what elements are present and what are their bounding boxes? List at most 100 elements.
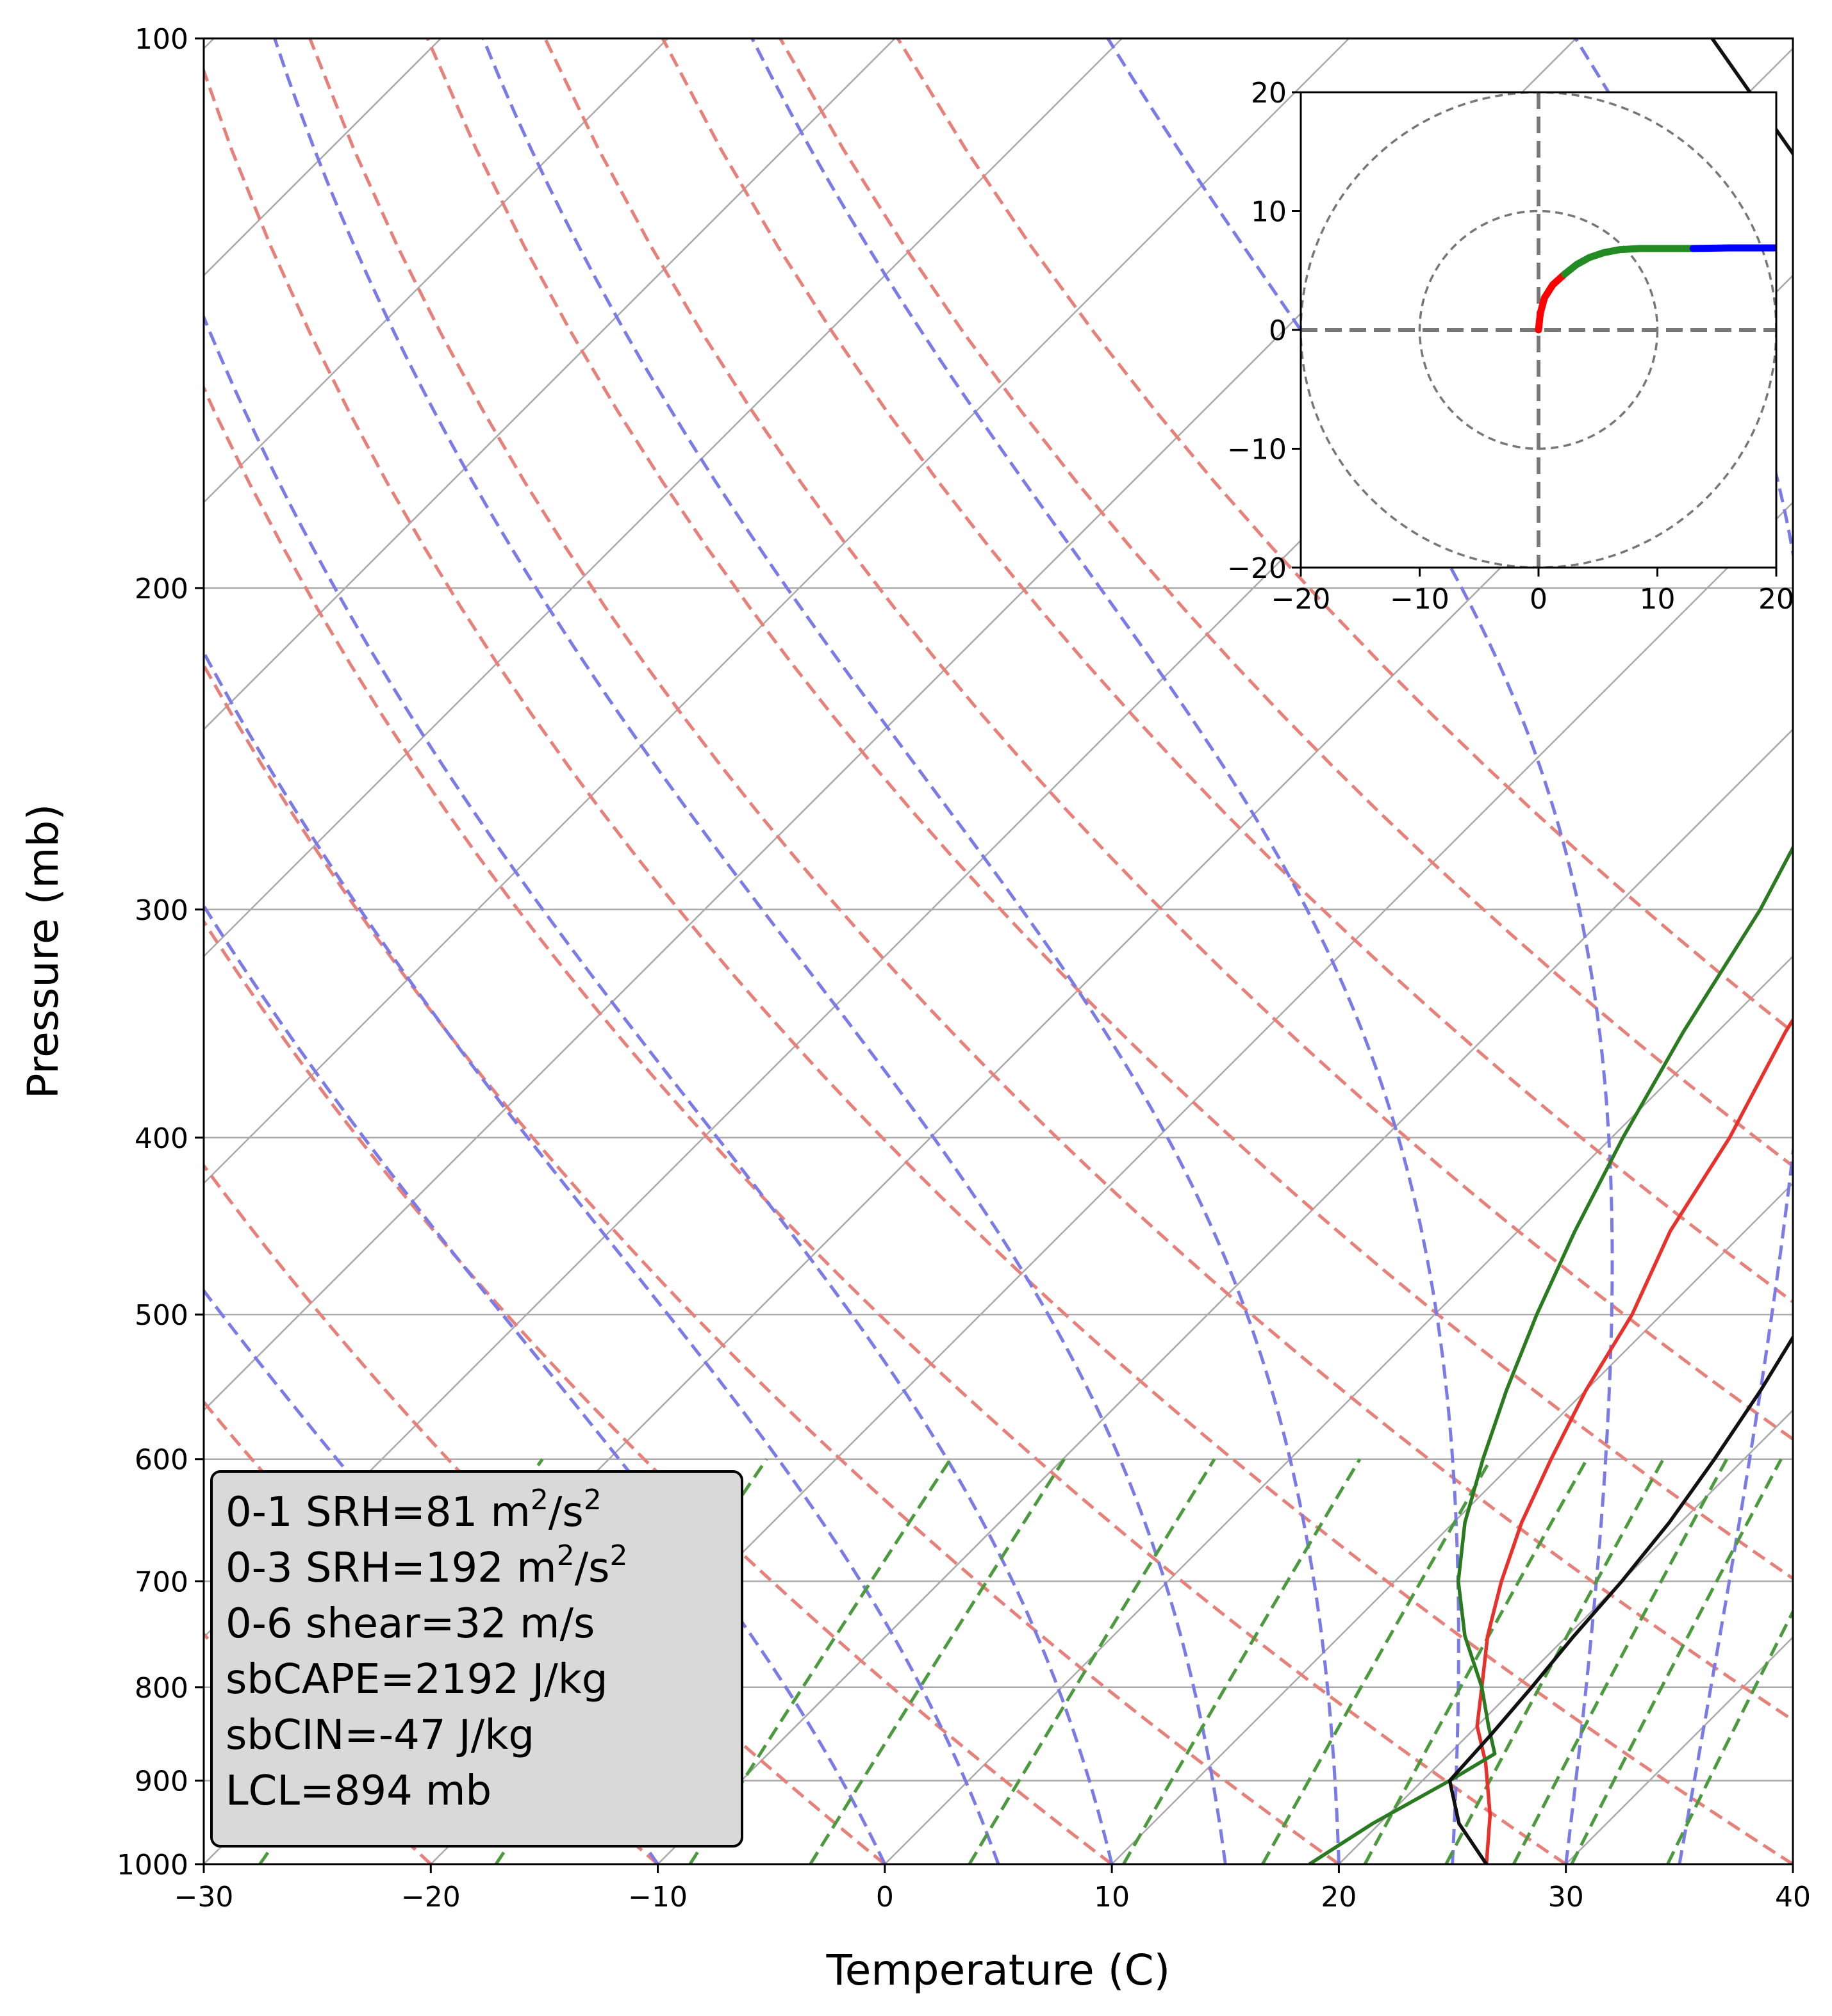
moist-adiabat-lines — [204, 38, 1793, 1864]
x-tick-label: 0 — [876, 1881, 894, 1914]
hodo-x-tick-label: 20 — [1758, 583, 1794, 616]
stats-superscript: 2 — [609, 1539, 627, 1572]
moist-adiabat-line — [481, 38, 1341, 1864]
y-axis-label: Pressure (mb) — [19, 804, 68, 1099]
temperature-profile-line — [1475, 1017, 1793, 1864]
moist-adiabat-line — [750, 38, 1460, 1864]
stats-line-text: 0-1 SRH=81 m — [226, 1489, 531, 1536]
stats-line-text: sbCAPE=2192 J/kg — [226, 1656, 607, 1703]
y-tick-label: 600 — [135, 1444, 188, 1477]
stats-line-unit: /s — [549, 1489, 584, 1536]
hodograph-segment — [1535, 270, 1569, 334]
isotherm-line — [1792, 1863, 1793, 1864]
y-axis-ticks: 100 200 300 400 500 600 700 800 900 1000 — [117, 23, 204, 1881]
isotherm-line — [1111, 1182, 1793, 1864]
mixing-ratio-line — [1570, 1458, 1783, 1864]
dry-adiabat-line — [661, 38, 1793, 1304]
y-tick-label: 1000 — [117, 1849, 188, 1881]
y-tick-label: 700 — [135, 1566, 188, 1599]
moist-adiabat-line — [204, 903, 887, 1864]
stats-line: 0-6 shear=32 m/s — [226, 1600, 595, 1648]
stats-line-text: LCL=894 mb — [226, 1767, 491, 1815]
hodo-y-tick-label: 10 — [1251, 196, 1287, 229]
isotherm-line — [204, 38, 669, 504]
x-tick-label: 40 — [1775, 1881, 1811, 1914]
dry-adiabat-line — [308, 38, 1793, 1723]
stats-line: sbCIN=-47 J/kg — [226, 1712, 534, 1759]
stats-line-text: sbCIN=-47 J/kg — [226, 1712, 534, 1759]
dry-adiabat-lines — [204, 38, 1793, 1864]
x-axis-label: Temperature (C) — [826, 1946, 1171, 1995]
stats-line: LCL=894 mb — [226, 1767, 491, 1815]
x-tick-label: 10 — [1094, 1881, 1130, 1914]
isotherm-line — [204, 38, 1350, 1184]
y-tick-label: 100 — [135, 23, 188, 56]
moist-adiabat-line — [1574, 38, 1793, 1864]
mixing-ratio-line — [1363, 1458, 1589, 1864]
mixing-ratio-line — [809, 1458, 1066, 1864]
hodograph-inset: −20 −10 0 10 20 −20 −10 0 10 20 — [1227, 77, 1794, 616]
stats-line: sbCAPE=2192 J/kg — [226, 1656, 607, 1703]
stats-line-text: 0-3 SRH=192 m — [226, 1545, 557, 1592]
stats-line-unit: /s — [575, 1545, 610, 1592]
mixing-ratio-line — [1261, 1458, 1492, 1864]
isotherm-line — [204, 38, 1577, 1412]
mixing-ratio-line — [1512, 1458, 1729, 1864]
isotherm-line — [204, 38, 896, 731]
hodo-y-tick-label: −10 — [1227, 434, 1287, 466]
stats-box: 0-1 SRH=81 m2/s20-3 SRH=192 m2/s20-6 she… — [210, 1470, 743, 1848]
y-tick-label: 200 — [135, 573, 188, 605]
dry-adiabat-line — [204, 384, 1567, 1864]
plot-frame — [202, 37, 1794, 1865]
dewpoint-profile-line — [1308, 844, 1793, 1864]
x-tick-label: −30 — [174, 1881, 234, 1914]
hodo-x-tick-label: 0 — [1530, 583, 1547, 616]
hodograph-trace — [1535, 244, 1776, 334]
stats-box-background — [210, 1470, 743, 1848]
moist-adiabat-line — [1791, 1856, 1793, 1864]
hodograph-segment — [1561, 245, 1697, 278]
stats-line: 0-1 SRH=81 m2/s2 — [226, 1484, 602, 1536]
x-axis-ticks: −30 −20 −10 0 10 20 30 40 — [174, 1864, 1811, 1914]
x-tick-label: −10 — [628, 1881, 688, 1914]
mixing-ratio-line — [1666, 1608, 1793, 1864]
moist-adiabat-line — [204, 649, 1000, 1864]
y-tick-label: 900 — [135, 1766, 188, 1798]
hodo-x-tick-label: −20 — [1271, 583, 1331, 616]
y-tick-label: 300 — [135, 894, 188, 927]
hodograph-zero-lines — [1301, 92, 1776, 568]
hodo-y-tick-label: −20 — [1227, 552, 1287, 585]
isotherm-line — [657, 728, 1793, 1864]
mixing-ratio-line — [968, 1458, 1216, 1864]
moist-adiabat-line — [204, 313, 1114, 1864]
y-tick-label: 500 — [135, 1299, 188, 1332]
mixing-ratio-line — [1122, 1458, 1362, 1864]
moist-adiabat-line — [1106, 38, 1614, 1864]
hodo-y-tick-label: 0 — [1269, 315, 1287, 347]
stats-superscript: 2 — [557, 1539, 575, 1572]
dry-adiabat-line — [779, 38, 1793, 1168]
moist-adiabat-line — [273, 38, 1227, 1864]
y-tick-label: 800 — [135, 1672, 188, 1705]
hodograph-x-ticks: −20 −10 0 10 20 — [1271, 568, 1794, 616]
stats-superscript: 2 — [531, 1484, 549, 1516]
mixing-ratio-line — [1444, 1458, 1665, 1864]
y-tick-label: 400 — [135, 1122, 188, 1155]
hodograph-y-ticks: −20 −10 0 10 20 — [1227, 77, 1301, 585]
parcel-profile-profile-line — [1448, 38, 1793, 1864]
x-tick-label: −20 — [401, 1881, 461, 1914]
dry-adiabat-line — [204, 662, 1340, 1864]
x-tick-label: 30 — [1548, 1881, 1584, 1914]
hodo-y-tick-label: 20 — [1251, 77, 1287, 110]
dry-adiabat-line — [204, 66, 1793, 1864]
x-tick-label: 20 — [1321, 1881, 1357, 1914]
isotherm-line — [1338, 1409, 1793, 1864]
dry-adiabat-line — [425, 38, 1793, 1581]
hodograph-segment — [1689, 244, 1776, 252]
sounding-profiles — [1308, 38, 1793, 1864]
hodo-x-tick-label: 10 — [1640, 583, 1676, 616]
stats-line-text: 0-6 shear=32 m/s — [226, 1600, 595, 1648]
dry-adiabat-line — [543, 38, 1793, 1441]
stats-line: 0-3 SRH=192 m2/s2 — [226, 1539, 627, 1592]
